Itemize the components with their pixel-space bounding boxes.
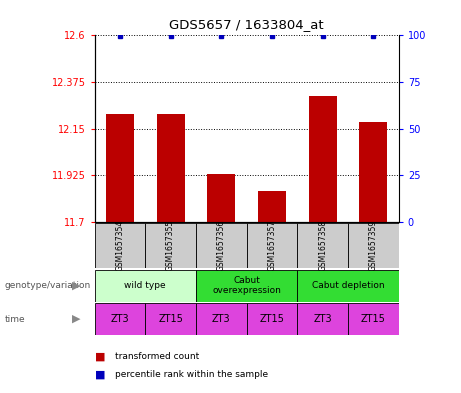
Text: GSM1657356: GSM1657356	[217, 220, 226, 272]
Bar	[297, 303, 348, 335]
Text: GSM1657355: GSM1657355	[166, 220, 175, 272]
Bar	[95, 223, 145, 268]
Bar	[309, 95, 337, 222]
Text: ZT3: ZT3	[111, 314, 129, 324]
Title: GDS5657 / 1633804_at: GDS5657 / 1633804_at	[169, 18, 324, 31]
Bar	[157, 114, 184, 222]
Text: GSM1657359: GSM1657359	[369, 220, 378, 272]
Bar	[95, 270, 196, 302]
Bar	[348, 223, 399, 268]
Bar	[360, 123, 387, 222]
Text: genotype/variation: genotype/variation	[5, 281, 91, 290]
Text: ZT15: ZT15	[158, 314, 183, 324]
Text: wild type: wild type	[124, 281, 166, 290]
Bar	[196, 223, 247, 268]
Bar	[196, 303, 247, 335]
Bar	[247, 303, 297, 335]
Text: ZT3: ZT3	[212, 314, 230, 324]
Text: percentile rank within the sample: percentile rank within the sample	[115, 370, 268, 379]
Bar	[297, 270, 399, 302]
Text: Cabut depletion: Cabut depletion	[312, 281, 384, 290]
Text: ▶: ▶	[72, 281, 81, 291]
Bar	[348, 303, 399, 335]
Text: ■: ■	[95, 369, 105, 380]
Bar	[247, 223, 297, 268]
Bar	[145, 223, 196, 268]
Text: GSM1657354: GSM1657354	[115, 220, 124, 272]
Bar	[95, 303, 145, 335]
Text: ZT3: ZT3	[313, 314, 332, 324]
Text: ZT15: ZT15	[361, 314, 386, 324]
Bar	[258, 191, 286, 222]
Text: Cabut
overexpression: Cabut overexpression	[212, 276, 281, 296]
Bar	[145, 303, 196, 335]
Text: time: time	[5, 315, 25, 323]
Text: ▶: ▶	[72, 314, 81, 324]
Text: GSM1657358: GSM1657358	[318, 220, 327, 272]
Text: ZT15: ZT15	[260, 314, 284, 324]
Text: transformed count: transformed count	[115, 353, 200, 361]
Text: ■: ■	[95, 352, 105, 362]
Text: GSM1657357: GSM1657357	[267, 220, 277, 272]
Bar	[196, 270, 297, 302]
Bar	[106, 114, 134, 222]
Bar	[207, 174, 235, 222]
Bar	[297, 223, 348, 268]
